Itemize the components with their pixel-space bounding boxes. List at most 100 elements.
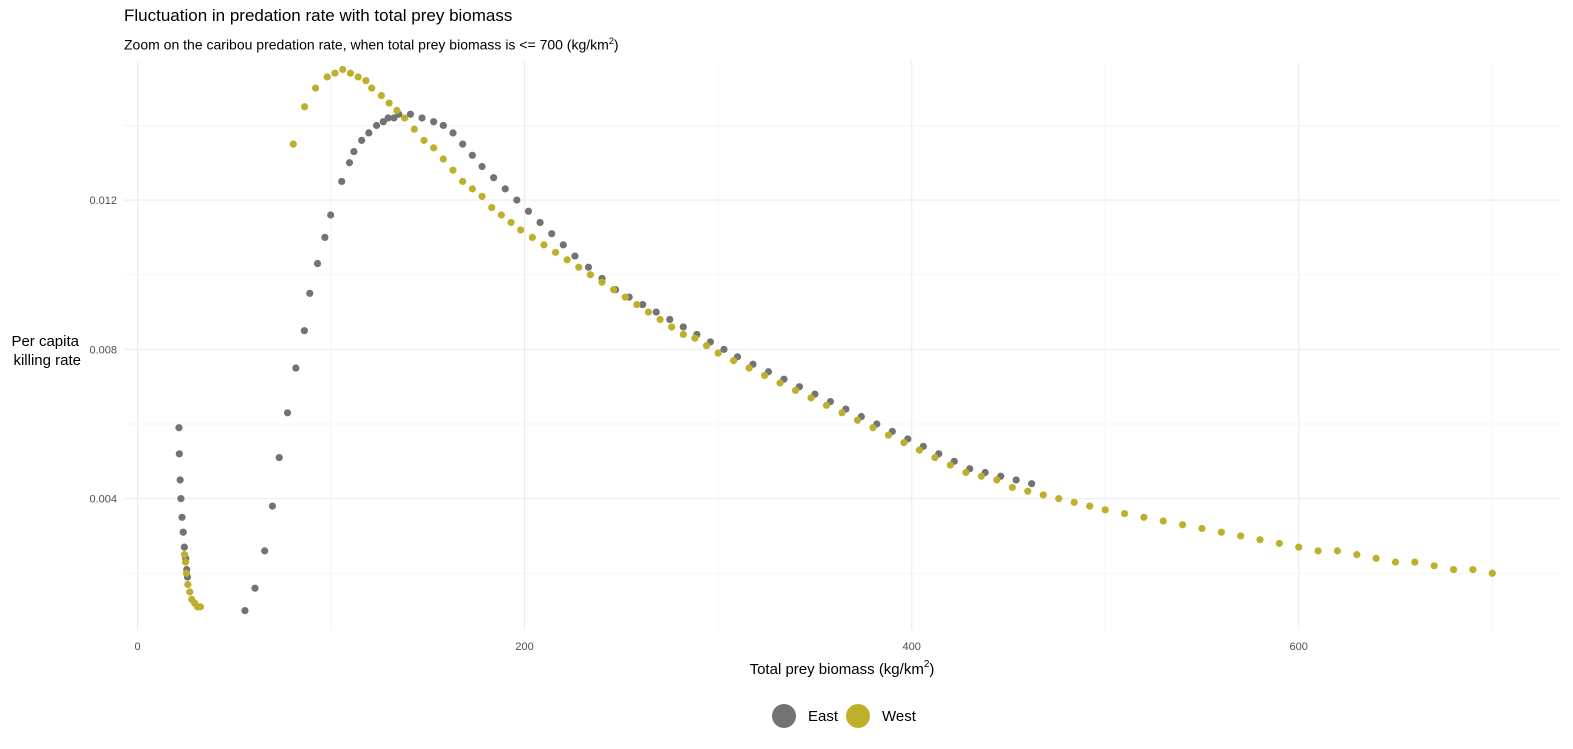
data-point-west xyxy=(1469,565,1477,574)
legend-key-west xyxy=(846,704,871,728)
data-point-west xyxy=(311,84,320,92)
data-point-west xyxy=(807,394,815,402)
data-point-east xyxy=(251,584,259,592)
data-point-east xyxy=(571,252,579,260)
x-axis-title-text: Total prey biomass (kg/km xyxy=(750,661,924,678)
data-point-west xyxy=(993,476,1001,484)
data-point-west xyxy=(598,278,606,286)
data-point-west xyxy=(393,106,401,115)
data-point-west xyxy=(517,226,525,234)
x-axis-ticks: 0 200 400 600 xyxy=(134,641,1307,653)
data-point-west xyxy=(186,588,194,596)
data-point-east xyxy=(406,110,415,118)
x-axis-title: Total prey biomass (kg/km2) xyxy=(750,659,935,678)
x-tick-label: 600 xyxy=(1290,641,1308,653)
legend-key-east xyxy=(772,704,796,728)
data-point-east xyxy=(584,263,593,271)
data-point-west xyxy=(610,286,618,294)
data-point-west xyxy=(323,73,331,81)
x-tick-label: 0 xyxy=(134,641,140,653)
data-point-west xyxy=(691,334,699,342)
data-point-east xyxy=(1028,480,1036,488)
data-point-west xyxy=(528,233,536,242)
data-point-east xyxy=(449,129,457,137)
x-axis-title-superscript: 2 xyxy=(924,659,930,670)
data-point-west xyxy=(1488,569,1496,577)
data-point-east xyxy=(358,136,366,144)
data-point-east xyxy=(720,345,728,353)
data-point-east xyxy=(175,424,183,432)
data-point-east xyxy=(513,196,521,204)
data-point-east xyxy=(559,241,567,249)
data-point-west xyxy=(760,371,769,380)
data-point-west xyxy=(1333,547,1342,555)
data-point-west xyxy=(182,569,191,577)
data-point-west xyxy=(196,603,205,611)
data-point-west xyxy=(714,349,722,357)
data-point-west xyxy=(180,551,189,559)
data-point-west xyxy=(915,446,924,454)
data-point-west xyxy=(931,453,939,462)
data-point-west xyxy=(1101,506,1109,514)
data-point-west xyxy=(776,379,784,387)
subtitle-text: Zoom on the caribou predation rate, when… xyxy=(124,36,609,53)
series-west-points xyxy=(180,65,1496,611)
data-point-east xyxy=(306,289,314,297)
data-point-west xyxy=(439,155,447,163)
data-point-west xyxy=(289,140,297,148)
data-point-west xyxy=(853,416,862,424)
data-point-west xyxy=(586,271,595,279)
series-east-points xyxy=(175,110,1036,615)
data-point-east xyxy=(459,140,467,148)
chart-subtitle: Zoom on the caribou predation rate, when… xyxy=(124,36,619,53)
data-point-east xyxy=(652,308,660,316)
data-point-east xyxy=(430,118,438,126)
legend: East West xyxy=(772,704,924,728)
data-point-west xyxy=(478,192,486,200)
data-point-west xyxy=(621,293,629,301)
data-point-west xyxy=(346,69,355,77)
data-point-west xyxy=(1449,565,1458,574)
data-point-east xyxy=(292,364,300,372)
data-point-east xyxy=(180,543,188,551)
y-tick-label: 0.008 xyxy=(89,344,117,356)
data-point-west xyxy=(1039,491,1047,499)
data-point-west xyxy=(1120,509,1129,518)
data-point-east xyxy=(321,233,329,242)
x-tick-label: 200 xyxy=(515,641,533,653)
data-point-west xyxy=(507,218,515,227)
y-tick-label: 0.004 xyxy=(89,494,117,506)
chart-title: Fluctuation in predation rate with total… xyxy=(124,6,513,25)
data-point-west xyxy=(1024,487,1032,495)
data-point-west xyxy=(962,468,970,477)
data-point-east xyxy=(350,147,358,156)
data-point-west xyxy=(668,323,676,331)
data-point-east xyxy=(468,151,476,159)
data-point-east xyxy=(327,211,335,219)
data-point-west xyxy=(1295,543,1303,551)
data-point-west xyxy=(702,342,711,350)
data-point-west xyxy=(730,356,738,365)
data-point-east xyxy=(501,185,509,193)
data-point-east xyxy=(178,513,186,521)
data-point-west xyxy=(331,69,339,77)
data-point-west xyxy=(401,114,409,122)
data-point-west xyxy=(1372,554,1380,562)
data-point-east xyxy=(275,453,283,462)
data-point-west xyxy=(1256,536,1264,544)
data-point-east xyxy=(179,528,187,536)
data-point-west xyxy=(1353,551,1361,559)
data-point-west xyxy=(644,308,653,316)
data-point-east xyxy=(384,114,392,122)
data-point-west xyxy=(362,77,370,85)
data-point-east xyxy=(261,547,269,555)
y-axis-ticks: 0.004 0.008 0.012 xyxy=(89,195,117,506)
y-axis-title-line-1: Per capita xyxy=(11,333,79,350)
data-point-east xyxy=(241,606,249,615)
data-point-west xyxy=(1008,483,1016,492)
data-point-east xyxy=(536,218,544,227)
data-point-east xyxy=(679,323,687,331)
y-tick-label: 0.012 xyxy=(89,195,117,207)
data-point-east xyxy=(365,129,373,137)
